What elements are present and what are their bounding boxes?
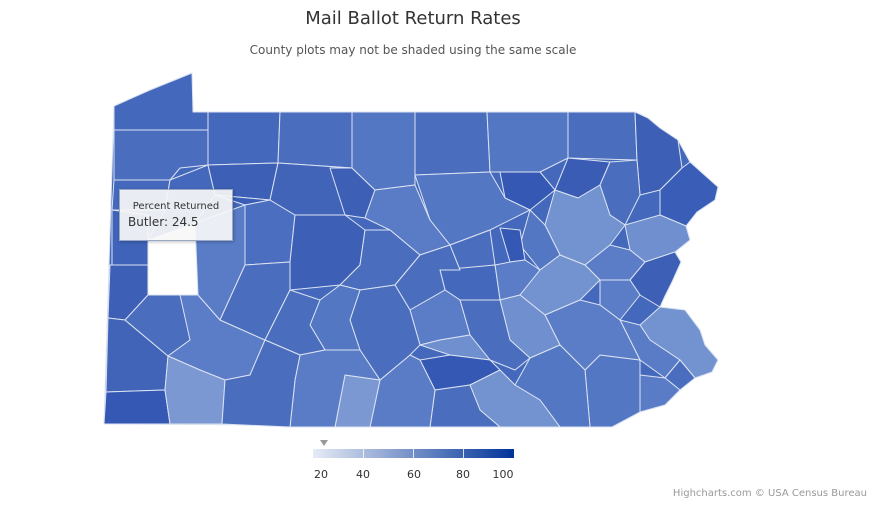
legend-label-20: 20	[314, 468, 328, 481]
county-greene[interactable]	[103, 389, 171, 425]
county-pike[interactable]	[659, 161, 719, 227]
legend-label-80: 80	[456, 468, 470, 481]
county-mckean[interactable]	[277, 111, 353, 169]
chart-title: Mail Ballot Return Rates	[305, 8, 521, 29]
tooltip-value: 24.5	[171, 215, 199, 229]
county-lehigh[interactable]	[599, 279, 641, 321]
county-tioga[interactable]	[414, 111, 491, 176]
legend-value-marker	[320, 440, 329, 446]
legend-tick-mark	[413, 449, 414, 458]
legend-label-100: 100	[492, 468, 514, 481]
color-legend: 20 40 60 80 100	[312, 438, 532, 488]
county-erie[interactable]	[113, 72, 209, 131]
county-chester[interactable]	[584, 354, 641, 428]
tooltip-header: Percent Returned	[132, 201, 220, 212]
county-susquehanna[interactable]	[567, 111, 638, 161]
county-tooltip: Percent Returned Butler: 24.5	[119, 189, 233, 241]
legend-label-40: 40	[356, 468, 370, 481]
county-juniata[interactable]	[419, 334, 491, 361]
legend-tick-mark	[363, 449, 364, 458]
county-warren[interactable]	[207, 111, 281, 166]
legend-label-60: 60	[407, 468, 421, 481]
chart-subtitle: County plots may not be shaded using the…	[249, 43, 577, 57]
legend-tick-mark	[463, 449, 464, 458]
county-sullivan[interactable]	[499, 171, 556, 211]
credits-link[interactable]: Highcharts.com © USA Census Bureau	[672, 488, 867, 499]
tooltip-county: Butler	[128, 215, 164, 229]
county-somerset[interactable]	[221, 339, 301, 428]
county-bradford[interactable]	[486, 111, 569, 173]
tooltip-body: Butler: 24.5	[128, 215, 199, 229]
